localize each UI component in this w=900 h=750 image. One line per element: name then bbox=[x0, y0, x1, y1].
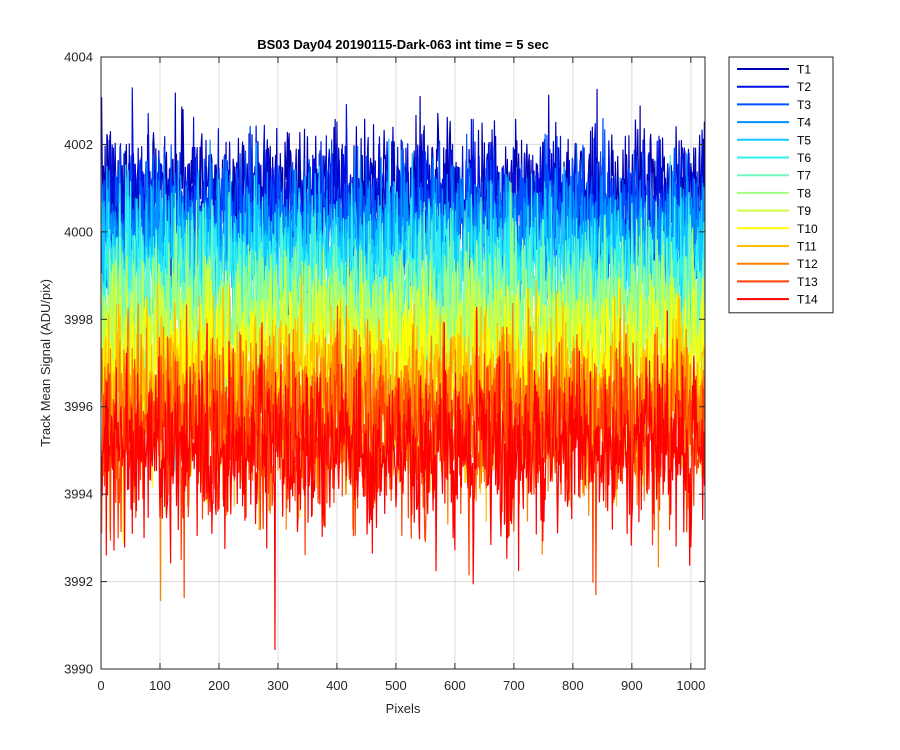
series-line-t14 bbox=[101, 306, 705, 651]
legend-label-t9: T9 bbox=[797, 204, 811, 218]
legend-label-t12: T12 bbox=[797, 257, 818, 271]
x-tick-label: 0 bbox=[97, 678, 104, 693]
legend-label-t13: T13 bbox=[797, 275, 818, 289]
legend-label-t11: T11 bbox=[797, 240, 817, 254]
x-tick-label: 600 bbox=[444, 678, 466, 693]
legend-label-t7: T7 bbox=[797, 169, 811, 183]
y-tick-label: 4000 bbox=[64, 224, 93, 239]
legend-label-t4: T4 bbox=[797, 116, 811, 130]
x-tick-label: 1000 bbox=[676, 678, 705, 693]
x-tick-label: 800 bbox=[562, 678, 584, 693]
x-tick-label: 300 bbox=[267, 678, 289, 693]
x-tick-label: 100 bbox=[149, 678, 171, 693]
legend-label-t2: T2 bbox=[797, 80, 811, 94]
chart-title: BS03 Day04 20190115-Dark-063 int time = … bbox=[257, 37, 549, 52]
legend-label-t10: T10 bbox=[797, 222, 818, 236]
y-tick-label: 3996 bbox=[64, 399, 93, 414]
y-tick-label: 4002 bbox=[64, 137, 93, 152]
y-tick-label: 3998 bbox=[64, 312, 93, 327]
x-tick-label: 400 bbox=[326, 678, 348, 693]
legend-label-t3: T3 bbox=[797, 98, 811, 112]
legend-label-t5: T5 bbox=[797, 133, 811, 147]
x-tick-label: 900 bbox=[621, 678, 643, 693]
axes-box bbox=[100, 56, 706, 670]
x-tick-label: 200 bbox=[208, 678, 230, 693]
y-tick-label: 3990 bbox=[64, 662, 93, 677]
legend-label-t6: T6 bbox=[797, 151, 811, 165]
legend: T1 T2 T3 T4 T5 T6 T7 T8 T9 T10 T11 T12 T13 T14 bbox=[728, 56, 834, 314]
legend-label-t1: T1 bbox=[797, 63, 811, 77]
y-tick-label: 4004 bbox=[64, 50, 93, 65]
y-tick-label: 3994 bbox=[64, 487, 93, 502]
legend-label-t14: T14 bbox=[797, 293, 818, 307]
legend-label-t8: T8 bbox=[797, 186, 811, 200]
x-tick-label: 700 bbox=[503, 678, 525, 693]
x-axis-label: Pixels bbox=[386, 701, 421, 716]
y-axis-label: Track Mean Signal (ADU/pix) bbox=[38, 279, 53, 447]
y-tick-label: 3992 bbox=[64, 574, 93, 589]
legend-box bbox=[728, 56, 834, 314]
series-line-t4 bbox=[101, 139, 705, 411]
x-tick-label: 500 bbox=[385, 678, 407, 693]
